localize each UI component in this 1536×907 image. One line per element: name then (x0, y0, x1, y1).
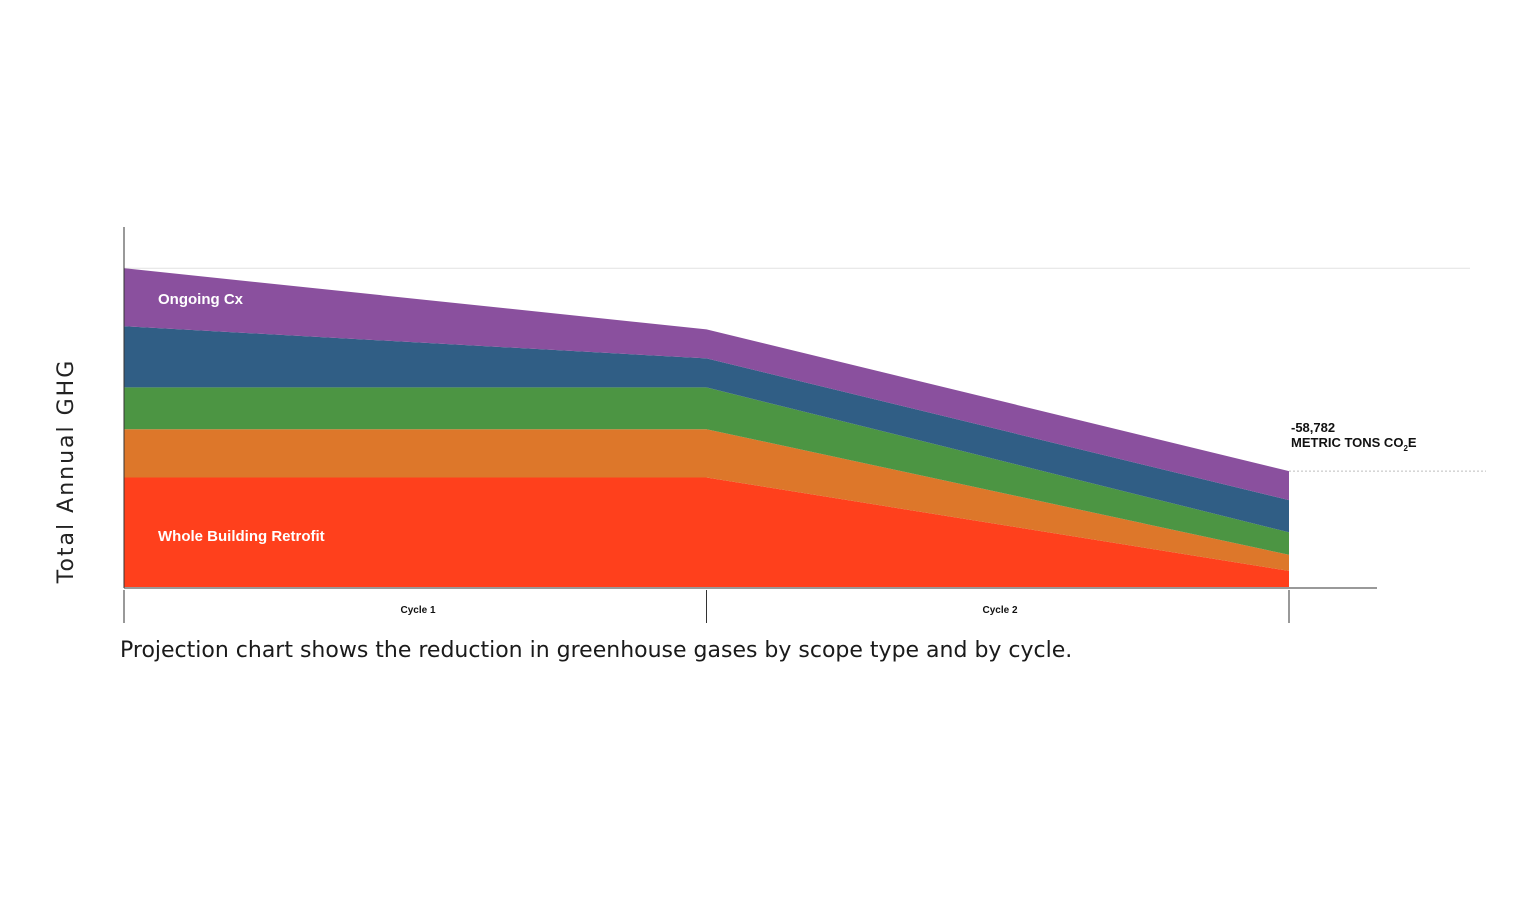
stacked-areas (124, 268, 1289, 587)
chart-caption: Projection chart shows the reduction in … (120, 638, 1073, 663)
area-ongoing-cx (124, 268, 1289, 501)
area-whole-building-retrofit (124, 477, 1289, 587)
x-tick-label-cycle-1: Cycle 1 (400, 605, 435, 616)
chart-axes (123, 227, 1377, 623)
area-series-4 (124, 326, 1289, 533)
x-tick-label-cycle-2: Cycle 2 (982, 605, 1017, 616)
reference-lines (124, 267, 1486, 472)
y-axis-label: Total Annual GHG (54, 359, 79, 584)
area-series-3 (124, 387, 1289, 555)
area-series-2 (124, 429, 1289, 571)
band-label-whole-building-retrofit: Whole Building Retrofit (158, 528, 325, 545)
reduction-value-label: -58,782 (1291, 420, 1335, 435)
band-label-ongoing-cx: Ongoing Cx (158, 291, 244, 308)
reduction-unit-label: METRIC TONS CO2E (1291, 435, 1417, 453)
